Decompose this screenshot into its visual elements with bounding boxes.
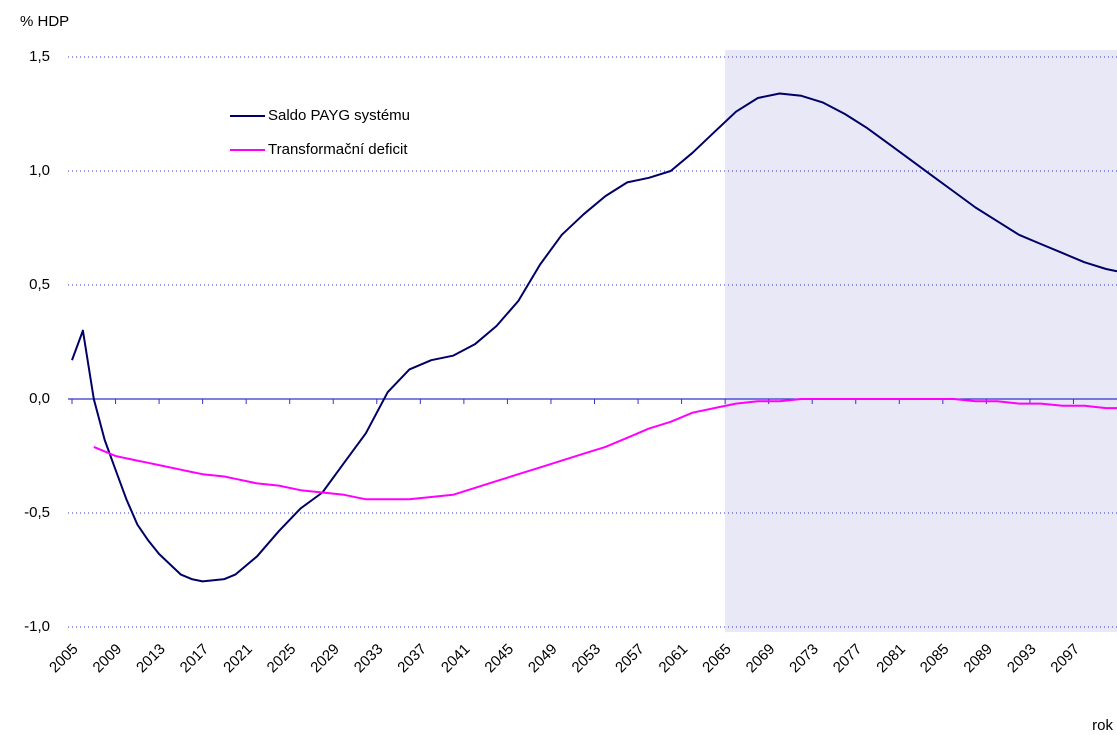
x-tick-label: 2077 [830, 641, 866, 677]
y-tick-label: -1,0 [24, 618, 50, 635]
x-tick-label: 2017 [177, 641, 213, 677]
x-tick-label: 2093 [1004, 641, 1040, 677]
x-tick-label: 2097 [1047, 641, 1083, 677]
x-tick-label: 2069 [743, 641, 779, 677]
y-axis-label: % HDP [20, 13, 69, 30]
x-axis-label: rok [1092, 717, 1113, 734]
x-tick-label: 2025 [264, 641, 300, 677]
data-line [71, 92, 1117, 583]
x-tick-label: 2089 [960, 641, 996, 677]
y-tick-label: 0,5 [29, 276, 50, 293]
data-line [93, 398, 1117, 501]
x-tick-label: 2005 [46, 641, 82, 677]
highlight-region [725, 50, 1117, 632]
y-tick-label: 1,0 [29, 162, 50, 179]
x-tick-label: 2041 [438, 641, 474, 677]
y-tick-label: -0,5 [24, 504, 50, 521]
x-tick-label: 2061 [656, 641, 692, 677]
x-tick-label: 2073 [786, 641, 822, 677]
x-tick-label: 2009 [90, 641, 126, 677]
x-tick-label: 2081 [873, 641, 909, 677]
x-tick-label: 2021 [220, 641, 256, 677]
x-tick-label: 2053 [569, 641, 605, 677]
x-tick-label: 2029 [307, 641, 343, 677]
x-tick-label: 2013 [133, 641, 169, 677]
x-tick-label: 2049 [525, 641, 561, 677]
legend-label: Saldo PAYG systému [268, 107, 410, 124]
x-tick-label: 2085 [917, 641, 953, 677]
x-tick-label: 2057 [612, 641, 648, 677]
x-tick-label: 2033 [351, 641, 387, 677]
x-tick-label: 2045 [481, 641, 517, 677]
y-tick-label: 0,0 [29, 390, 50, 407]
x-tick-label: 2037 [394, 641, 430, 677]
legend-label: Transformační deficit [268, 141, 408, 158]
x-tick-label: 2065 [699, 641, 735, 677]
y-tick-label: 1,5 [29, 48, 50, 65]
